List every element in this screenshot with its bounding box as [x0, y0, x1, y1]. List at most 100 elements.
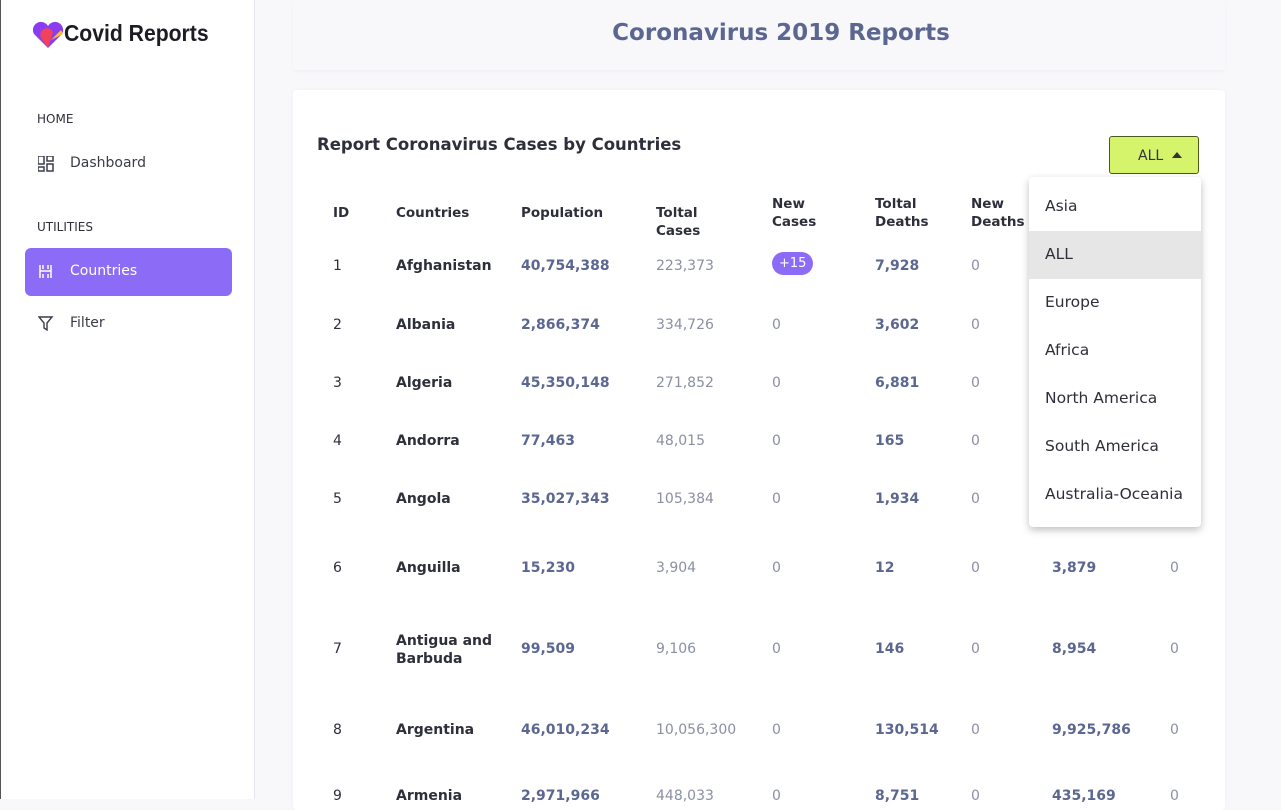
column-header: Toltal Deaths — [875, 196, 929, 230]
table-cell: 3,879 — [1052, 560, 1097, 576]
table-cell: 448,033 — [656, 788, 714, 804]
column-header: Countries — [396, 205, 470, 221]
table-cell: 1 — [333, 258, 342, 274]
option-label: ALL — [1045, 245, 1073, 263]
country-name: Afghanistan — [396, 258, 492, 274]
dropdown-option[interactable]: Australia-Oceania — [1029, 471, 1201, 519]
table-cell: 3 — [333, 375, 342, 391]
table-cell: 0 — [971, 641, 980, 657]
table-cell: 0 — [772, 433, 781, 449]
table-cell: 0 — [971, 722, 980, 738]
table-cell: 0 — [971, 560, 980, 576]
nav-item[interactable]: Dashboard — [25, 140, 232, 188]
table-cell: 35,027,343 — [521, 491, 610, 507]
column-header: New Cases — [772, 196, 817, 230]
table-cell: 48,015 — [656, 433, 705, 449]
table-cell: 8,751 — [875, 788, 920, 804]
table-cell: 271,852 — [656, 375, 714, 391]
country-name: Algeria — [396, 375, 453, 391]
column-header: Toltal Cases — [656, 205, 701, 239]
column-header: ID — [333, 205, 350, 221]
table-cell: 40,754,388 — [521, 258, 610, 274]
dropdown-menu: Asia ALL Europe Africa North America South Am… — [1029, 177, 1201, 527]
nav-item[interactable]: Countries — [25, 248, 232, 296]
dropdown-option[interactable]: Europe — [1029, 279, 1201, 327]
table-cell: 12 — [875, 560, 895, 576]
table-cell: 1,934 — [875, 491, 920, 507]
table-cell: 5 — [333, 491, 342, 507]
nav-icon — [38, 156, 54, 172]
table-cell: 8 — [333, 722, 342, 738]
option-label: Europe — [1045, 293, 1100, 311]
table-cell: 0 — [1170, 788, 1179, 804]
table-cell: 15,230 — [521, 560, 576, 576]
table-cell: 0 — [1170, 722, 1179, 738]
table-cell: +15 — [772, 252, 814, 275]
option-label: South America — [1045, 437, 1159, 455]
column-header: New Deaths — [971, 196, 1025, 230]
table-cell: 6,881 — [875, 375, 920, 391]
new-cases-badge: +15 — [772, 252, 814, 275]
table-cell: 99,509 — [521, 641, 576, 657]
table-cell: 0 — [971, 375, 980, 391]
nav-heading: HOME — [37, 112, 74, 126]
column-header: Population — [521, 205, 604, 221]
table-cell: 334,726 — [656, 317, 714, 333]
table-cell: 0 — [971, 258, 980, 274]
dropdown-option[interactable]: Asia — [1029, 183, 1201, 231]
table-cell: 6 — [333, 560, 342, 576]
country-name: Albania — [396, 317, 456, 333]
page-title: Coronavirus 2019 Reports — [612, 20, 950, 46]
table-cell: 0 — [772, 375, 781, 391]
table-cell: 0 — [971, 788, 980, 804]
nav-icon — [38, 316, 54, 332]
option-label: Australia-Oceania — [1045, 485, 1183, 503]
table-cell: 46,010,234 — [521, 722, 610, 738]
table-cell: 130,514 — [875, 722, 939, 738]
table-cell: 0 — [772, 317, 781, 333]
country-name: Angola — [396, 491, 451, 507]
dropdown-option[interactable]: South America — [1029, 423, 1201, 471]
nav-heading: UTILITIES — [37, 220, 93, 234]
brand: Covid Reports — [64, 20, 209, 46]
table-cell: 7 — [333, 641, 342, 657]
table-cell: 10,056,300 — [656, 722, 737, 738]
card-title: Report Coronavirus Cases by Countries — [317, 135, 682, 154]
country-name: Andorra — [396, 433, 460, 449]
logo-icon — [32, 21, 64, 48]
option-label: North America — [1045, 389, 1158, 407]
dropdown-option[interactable]: Africa — [1029, 327, 1201, 375]
country-name: Anguilla — [396, 560, 461, 576]
region-select[interactable]: ALL — [1109, 136, 1199, 174]
caret — [1172, 152, 1182, 158]
country-name: Armenia — [396, 788, 463, 804]
option-label: Asia — [1045, 197, 1078, 215]
table-cell: 0 — [1170, 560, 1179, 576]
nav-label: Filter — [70, 315, 105, 331]
nav-item[interactable]: Filter — [25, 300, 232, 348]
option-label: Africa — [1045, 341, 1090, 359]
country-name: Argentina — [396, 722, 475, 738]
dropdown-option[interactable]: North America — [1029, 375, 1201, 423]
table-cell: 4 — [333, 433, 342, 449]
table-cell: 0 — [971, 317, 980, 333]
country-name: Antigua and Barbuda — [396, 633, 493, 667]
table-cell: 0 — [772, 788, 781, 804]
sidebar — [0, 0, 255, 799]
table-cell: 9 — [333, 788, 342, 804]
select-value: ALL — [1138, 148, 1164, 164]
table-cell: 9,106 — [656, 641, 697, 657]
table-cell: 165 — [875, 433, 905, 449]
table-cell: 0 — [971, 433, 980, 449]
table-cell: 435,169 — [1052, 788, 1116, 804]
table-cell: 77,463 — [521, 433, 576, 449]
table-cell: 45,350,148 — [521, 375, 610, 391]
dropdown-option[interactable]: ALL — [1029, 231, 1201, 279]
table-cell: 0 — [971, 491, 980, 507]
table-cell: 223,373 — [656, 258, 714, 274]
table-cell: 0 — [772, 641, 781, 657]
table-cell: 0 — [1170, 641, 1179, 657]
table-cell: 0 — [772, 560, 781, 576]
